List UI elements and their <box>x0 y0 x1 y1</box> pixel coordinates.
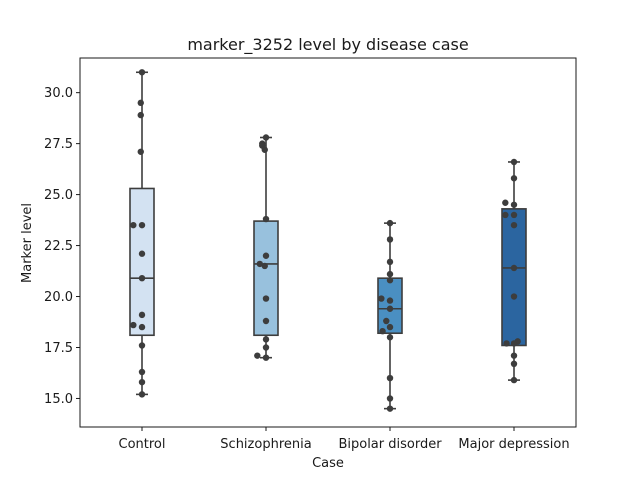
x-tick-label: Schizophrenia <box>220 437 311 452</box>
data-point <box>138 274 146 282</box>
data-point <box>262 134 270 141</box>
data-point <box>138 323 146 331</box>
data-point <box>262 252 270 259</box>
data-point <box>130 221 137 229</box>
data-point <box>502 211 509 219</box>
x-axis-label: Case <box>312 456 344 471</box>
data-point <box>502 199 509 206</box>
data-point <box>138 69 146 76</box>
data-point <box>262 344 270 351</box>
x-tick-label: Bipolar disorder <box>338 437 442 452</box>
data-point <box>262 295 270 302</box>
data-point <box>256 260 263 268</box>
data-point <box>383 317 390 325</box>
y-tick-label: 25.0 <box>44 188 73 203</box>
x-axis: Control Schizophrenia Bipolar disorder Majo… <box>119 427 570 452</box>
data-point <box>386 374 394 382</box>
data-point <box>262 215 270 223</box>
data-point <box>262 317 270 325</box>
box <box>129 187 155 337</box>
data-point <box>510 221 518 229</box>
data-point <box>510 158 518 166</box>
chart-title: marker_3252 level by disease case <box>187 35 468 55</box>
data-point <box>138 368 146 376</box>
data-point <box>503 340 510 347</box>
data-point <box>262 336 270 343</box>
data-point <box>386 395 394 402</box>
y-axis: 15.0 17.5 20.0 22.5 25.0 27.5 30.0 <box>44 86 80 407</box>
box <box>253 220 279 337</box>
data-point <box>261 262 268 270</box>
data-point <box>386 270 394 278</box>
data-point <box>378 295 385 302</box>
data-point <box>510 376 518 384</box>
box <box>501 208 527 347</box>
box-group <box>129 71 155 396</box>
data-point <box>386 334 394 341</box>
data-point <box>510 211 518 219</box>
data-point <box>510 293 518 300</box>
data-point <box>386 405 394 412</box>
data-point <box>510 360 518 368</box>
data-point <box>386 258 394 266</box>
y-tick-label: 17.5 <box>44 341 73 356</box>
data-point <box>137 148 144 155</box>
data-point <box>386 219 394 227</box>
data-point <box>138 391 146 398</box>
y-tick-label: 22.5 <box>44 239 73 254</box>
data-point <box>510 352 518 359</box>
data-point <box>130 321 137 329</box>
data-point <box>386 236 394 243</box>
data-point <box>379 327 386 335</box>
data-point <box>510 340 518 347</box>
plot-frame <box>79 57 577 428</box>
data-point <box>261 146 268 153</box>
data-point <box>510 264 518 272</box>
x-tick-label: Major depression <box>458 437 569 452</box>
y-tick-label: 15.0 <box>44 392 73 407</box>
data-point <box>137 99 144 107</box>
data-point <box>510 201 518 208</box>
data-point <box>138 342 146 349</box>
data-point <box>386 323 394 331</box>
data-point <box>138 378 146 386</box>
y-tick-label: 30.0 <box>44 86 73 101</box>
plot-area <box>129 69 527 412</box>
data-point <box>510 175 518 182</box>
box-group <box>253 136 279 359</box>
data-point <box>386 297 394 304</box>
data-point <box>138 221 146 229</box>
y-tick-label: 20.0 <box>44 290 73 305</box>
data-point <box>137 111 144 119</box>
data-point <box>138 250 146 257</box>
y-axis-label: Marker level <box>20 203 35 283</box>
box-group <box>501 161 527 381</box>
x-tick-label: Control <box>119 437 166 452</box>
data-point <box>386 277 394 284</box>
data-point <box>254 352 261 359</box>
data-point <box>138 311 146 319</box>
data-point <box>386 305 394 312</box>
y-tick-label: 27.5 <box>44 137 73 152</box>
data-point <box>262 354 270 361</box>
